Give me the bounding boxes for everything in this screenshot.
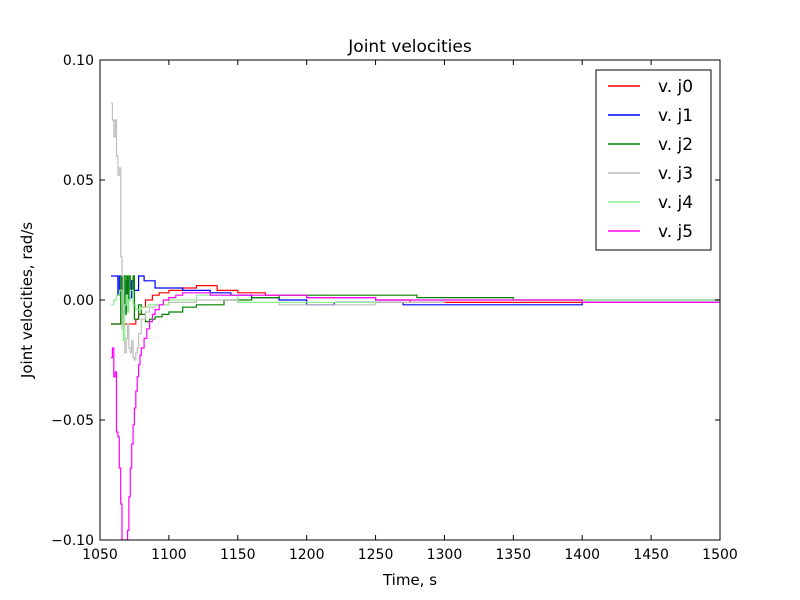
x-tick-label: 1100 xyxy=(151,547,187,563)
y-tick-label: −0.10 xyxy=(51,533,94,549)
legend-label-2: v. j2 xyxy=(658,135,693,155)
y-tick-label: −0.05 xyxy=(51,413,94,429)
legend-label-5: v. j5 xyxy=(658,222,693,242)
x-tick-label: 1050 xyxy=(82,547,118,563)
x-tick-label: 1350 xyxy=(496,547,532,563)
chart-title: Joint velocities xyxy=(347,37,472,57)
x-axis: 1050 1100 1150 1200 1250 1300 1350 1400 1450 1500 xyxy=(82,60,738,563)
y-axis: −0.10 −0.05 0.00 0.05 0.10 xyxy=(51,53,720,549)
legend-label-1: v. j1 xyxy=(658,106,693,126)
legend: v. j0 v. j1 v. j2 v. j3 v. j4 v. j5 xyxy=(595,69,712,251)
legend-label-0: v. j0 xyxy=(658,77,693,97)
y-axis-label: Joint velocities, rad/s xyxy=(18,222,36,379)
x-tick-label: 1200 xyxy=(289,547,325,563)
x-tick-label: 1500 xyxy=(702,547,738,563)
y-tick-label: 0.10 xyxy=(63,53,94,69)
x-tick-label: 1450 xyxy=(633,547,669,563)
series-line-5 xyxy=(111,292,720,540)
x-tick-label: 1400 xyxy=(564,547,600,563)
legend-frame xyxy=(595,69,712,251)
series-line-4 xyxy=(111,289,720,342)
x-tick-label: 1250 xyxy=(358,547,394,563)
x-tick-label: 1150 xyxy=(220,547,256,563)
x-tick-label: 1300 xyxy=(427,547,463,563)
y-tick-label: 0.05 xyxy=(63,173,94,189)
y-tick-label: 0.00 xyxy=(63,293,94,309)
series-layer xyxy=(111,102,720,540)
legend-label-4: v. j4 xyxy=(658,193,693,213)
x-axis-label: Time, s xyxy=(382,571,437,589)
legend-label-3: v. j3 xyxy=(658,164,693,184)
